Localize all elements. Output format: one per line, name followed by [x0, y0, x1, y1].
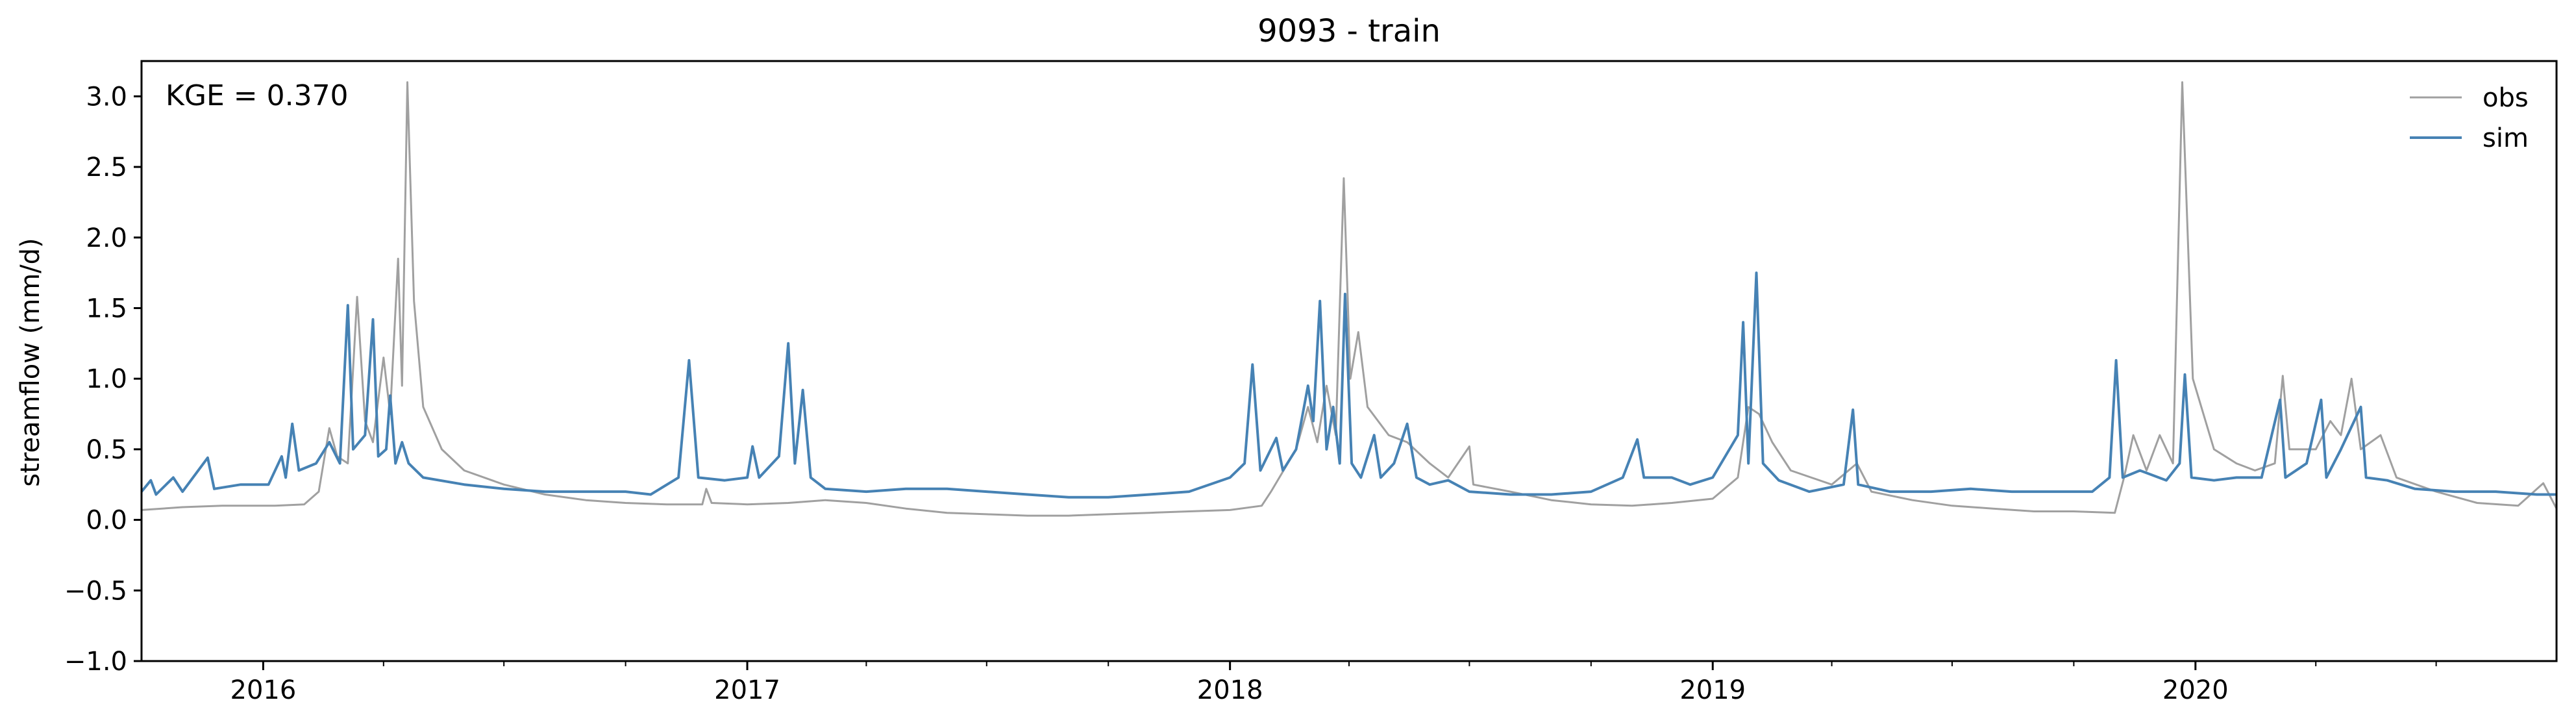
series-layer — [140, 81, 2558, 517]
y-tick-label: 1.5 — [86, 294, 127, 323]
y-axis: −1.0 −0.5 0.0 0.5 1.0 1.5 2.0 2.5 3.0 — [64, 82, 142, 677]
series-obs-line — [141, 81, 2558, 517]
x-tick-label: 2020 — [2162, 675, 2229, 705]
series-sim-line — [140, 271, 2557, 499]
x-tick-label: 2019 — [1679, 675, 1746, 705]
x-tick-label: 2016 — [230, 675, 297, 705]
x-tick-label: 2018 — [1197, 675, 1263, 705]
y-tick-label: 2.5 — [86, 153, 127, 182]
y-tick-label: 3.0 — [86, 82, 127, 112]
y-tick-label: −1.0 — [64, 647, 127, 677]
chart-title: 9093 - train — [1257, 13, 1441, 49]
kge-annotation: KGE = 0.370 — [166, 79, 349, 112]
x-axis: 2016 2017 2018 2019 2020 — [230, 661, 2437, 705]
y-tick-label: 1.0 — [86, 364, 127, 394]
y-tick-label: 2.0 — [86, 223, 127, 253]
y-tick-label: 0.0 — [86, 506, 127, 536]
legend-label-sim: sim — [2483, 123, 2529, 153]
y-tick-label: 0.5 — [86, 435, 127, 465]
legend-label-obs: obs — [2483, 83, 2529, 113]
legend: obs sim — [2410, 83, 2529, 153]
x-tick-label: 2017 — [714, 675, 780, 705]
y-tick-label: −0.5 — [64, 576, 127, 606]
y-axis-label: streamflow (mm/d) — [16, 238, 45, 486]
